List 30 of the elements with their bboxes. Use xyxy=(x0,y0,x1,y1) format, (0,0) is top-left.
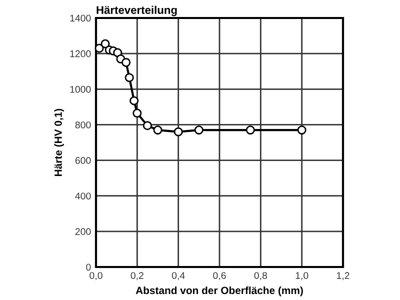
point xyxy=(94,44,104,53)
y-tick-label: 1000 xyxy=(70,86,91,93)
point xyxy=(132,108,142,118)
x-tick-label: 1,0 xyxy=(296,272,308,280)
chart-title: Härteverteilung xyxy=(96,6,177,16)
y-tick-label: 600 xyxy=(75,157,91,164)
point xyxy=(246,126,255,135)
x-tick-label: 0,4 xyxy=(172,272,185,280)
x-tick-label: 0,0 xyxy=(90,272,102,280)
x-tick-label: 0,8 xyxy=(254,272,267,280)
y-tick-label: 200 xyxy=(75,228,91,236)
y-tick-label: 0 xyxy=(86,264,91,271)
y-tick-label: 1400 xyxy=(70,14,91,22)
y-tick-label: 1200 xyxy=(70,50,91,58)
point xyxy=(174,127,183,136)
point xyxy=(142,121,152,130)
point xyxy=(122,58,131,67)
point xyxy=(194,126,204,135)
point xyxy=(153,126,162,135)
point xyxy=(100,39,110,48)
x-axis-title: Abstand von der Oberfläche (mm) xyxy=(136,286,303,296)
point xyxy=(130,96,139,106)
y-tick-label: 400 xyxy=(75,192,91,200)
point xyxy=(124,73,134,82)
x-tick-label: 0,6 xyxy=(213,272,226,280)
x-tick-label: 0,2 xyxy=(130,272,144,280)
point xyxy=(297,126,306,135)
x-tick-label: 1,2 xyxy=(336,272,350,280)
y-axis-title: Härte (HV 0,1) xyxy=(54,108,64,176)
y-tick-label: 800 xyxy=(75,121,91,128)
